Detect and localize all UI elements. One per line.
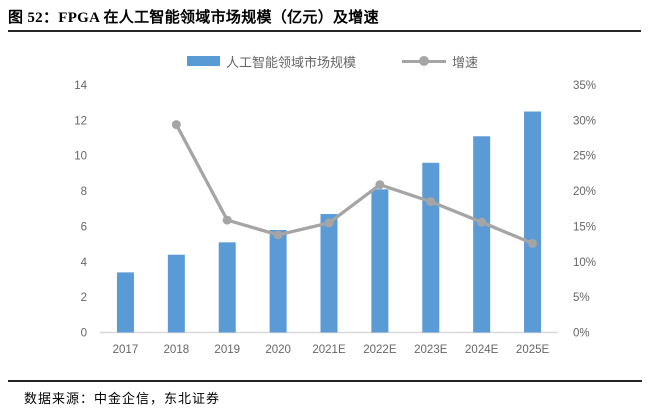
legend-line-dot-icon: [419, 56, 430, 66]
x-axis-label: 2023E: [414, 344, 448, 356]
bar-2018: [167, 254, 185, 333]
left-axis-tick: 0: [81, 328, 87, 340]
right-axis-tick: 35%: [573, 80, 596, 92]
growth-line-point: [324, 218, 334, 228]
right-axis-tick: 20%: [573, 186, 596, 198]
right-axis-tick: 30%: [573, 115, 596, 127]
bar-2019: [218, 242, 236, 333]
bar-2021E: [320, 214, 338, 333]
x-axis-label: 2020: [265, 344, 291, 356]
legend-bar-swatch-icon: [187, 56, 220, 66]
left-axis-tick: 2: [81, 292, 87, 304]
x-axis-label: 2019: [214, 344, 240, 356]
bar-2023E: [422, 162, 440, 333]
x-axis-label: 2021E: [312, 344, 346, 356]
x-axis-label: 2017: [113, 344, 139, 356]
chart-legend: 人工智能领域市场规模 增速: [187, 54, 479, 70]
growth-line-point: [171, 120, 181, 130]
growth-line-point: [375, 180, 385, 190]
page-title: 图 52：FPGA 在人工智能领域市场规模（亿元）及增速: [8, 10, 379, 26]
footer-rule: [8, 380, 642, 382]
growth-line-point: [426, 197, 436, 207]
growth-line-point: [222, 215, 232, 225]
left-axis-tick: 10: [74, 151, 87, 163]
x-axis-label: 2025E: [516, 344, 550, 356]
left-axis-tick: 12: [74, 115, 87, 127]
right-axis-tick: 10%: [573, 257, 596, 269]
data-source: 数据来源：中金企信，东北证券: [24, 391, 221, 406]
x-axis-label: 2022E: [363, 344, 397, 356]
left-axis-tick: 8: [81, 186, 87, 198]
chart: 人工智能领域市场规模 增速 0 2 4 6 8 10 12 14 0% 5% 10% 15% 20% 25…: [0, 32, 659, 380]
title-rule: [8, 30, 641, 32]
chart-plot-area: 0 2 4 6 8 10 12 14 0% 5% 10% 15% 20% 25% 30% 35% 2017 201…: [74, 80, 596, 356]
growth-line-point: [528, 238, 538, 248]
bar-2017: [116, 272, 134, 333]
bar-2025E: [524, 111, 542, 333]
right-axis-tick: 25%: [573, 151, 596, 163]
growth-line: [174, 123, 534, 245]
x-axis-label: 2018: [164, 344, 190, 356]
legend-line-label: 增速: [452, 54, 479, 70]
right-axis-tick: 5%: [573, 292, 590, 304]
x-axis-label: 2024E: [465, 344, 499, 356]
bar-2022E: [371, 189, 389, 333]
right-axis-tick: 15%: [573, 221, 596, 233]
left-axis-tick: 4: [81, 257, 88, 269]
growth-line-point: [477, 217, 487, 227]
left-axis-tick: 14: [74, 80, 87, 92]
bar-2024E: [473, 136, 491, 333]
growth-line-point: [273, 230, 283, 240]
right-axis-tick: 0%: [573, 328, 590, 340]
legend-line-marker-icon: [402, 56, 447, 66]
legend-bar-label: 人工智能领域市场规模: [226, 54, 357, 70]
left-axis-tick: 6: [81, 221, 87, 233]
bar-2020: [269, 229, 287, 333]
